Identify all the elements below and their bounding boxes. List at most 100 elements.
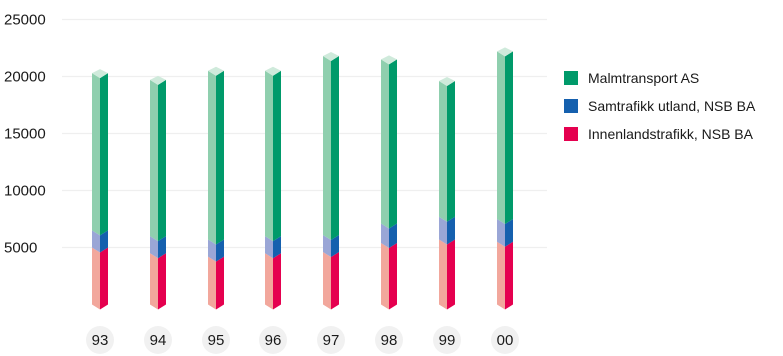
grid <box>62 18 547 249</box>
x-tick-label: 98 <box>381 332 398 349</box>
bar-facet-left <box>208 239 216 262</box>
bar-facet-right <box>389 223 397 248</box>
bar-segment-malmtransport-as <box>208 70 224 245</box>
bar-segment-samtrafikk-utland-nsb-ba <box>497 219 513 247</box>
bar-facet-left <box>439 216 447 245</box>
legend-swatch <box>564 127 578 141</box>
category-bubble <box>144 326 172 354</box>
bar-segment-innenlandstrafikk-nsb-ba <box>381 242 397 310</box>
bar-segment-innenlandstrafikk-nsb-ba <box>92 247 108 310</box>
legend-swatch <box>564 99 578 113</box>
bar-segment-innenlandstrafikk-nsb-ba <box>208 256 224 310</box>
bar-segment-samtrafikk-utland-nsb-ba <box>323 234 339 258</box>
bar-facet-left <box>150 79 158 242</box>
bar-segment-malmtransport-as <box>439 81 455 222</box>
bar-segment-samtrafikk-utland-nsb-ba <box>439 216 455 245</box>
bar-facet-left <box>439 81 447 222</box>
y-tick-label: 15000 <box>4 126 46 143</box>
bar-facet-left <box>92 247 100 310</box>
legend-swatch <box>564 71 578 85</box>
bar-facet-left <box>323 252 331 310</box>
bar-facet-right <box>331 55 339 240</box>
bar-facet-right <box>216 239 224 262</box>
bar-segment-innenlandstrafikk-nsb-ba <box>323 252 339 310</box>
legend-label: Samtrafikk utland, NSB BA <box>588 98 756 114</box>
category-bubble <box>375 326 403 354</box>
bar-segment-malmtransport-as <box>497 51 513 224</box>
y-tick-label: 25000 <box>4 12 46 29</box>
bar-facet-left <box>265 236 273 259</box>
bar-facet-left <box>265 70 273 242</box>
x-category: 93 <box>86 326 114 354</box>
bar-facet-right <box>447 81 455 222</box>
bar-facet-right <box>331 252 339 310</box>
y-tick-label: 20000 <box>4 69 46 86</box>
bar-facet-right <box>158 79 166 242</box>
bar-segment-innenlandstrafikk-nsb-ba <box>150 253 166 310</box>
bar-segment-innenlandstrafikk-nsb-ba <box>265 253 281 310</box>
x-category: 99 <box>433 326 461 354</box>
x-category: 98 <box>375 326 403 354</box>
x-tick-label: 97 <box>323 332 340 349</box>
bar-facet-right <box>216 70 224 245</box>
legend-item: Malmtransport AS <box>564 70 699 86</box>
bar-facet-left <box>208 256 216 310</box>
y-tick-label: 10000 <box>4 183 46 200</box>
x-category: 94 <box>144 326 172 354</box>
bar-top-cap <box>92 69 108 79</box>
bar-facet-left <box>92 230 100 253</box>
bar-facet-right <box>273 253 281 310</box>
bar-segment-malmtransport-as <box>381 59 397 229</box>
bar-segment-malmtransport-as <box>265 70 281 242</box>
bar-facet-right <box>389 59 397 229</box>
bar-facet-right <box>100 230 108 253</box>
x-tick-label: 99 <box>439 332 456 349</box>
bar-facet-right <box>273 236 281 259</box>
x-category: 97 <box>317 326 345 354</box>
bar-facet-right <box>447 216 455 245</box>
category-bubble <box>202 326 230 354</box>
x-axis-categories: 93 94 95 96 97 98 99 00 <box>86 326 519 354</box>
bar-facet-right <box>273 70 281 242</box>
bar-facet-left <box>497 51 505 224</box>
bar-segment-samtrafikk-utland-nsb-ba <box>208 239 224 262</box>
bar-top-cap <box>265 66 281 76</box>
bar-facet-right <box>331 234 339 258</box>
bar-facet-left <box>439 239 447 310</box>
bars <box>92 47 513 310</box>
bar-facet-left <box>323 234 331 258</box>
bar-facet-right <box>216 256 224 310</box>
bar-facet-right <box>505 241 513 310</box>
bar-facet-left <box>150 236 158 259</box>
bar-segment-innenlandstrafikk-nsb-ba <box>497 241 513 310</box>
bar-facet-right <box>100 247 108 310</box>
category-bubble <box>86 326 114 354</box>
legend-label: Malmtransport AS <box>588 70 699 86</box>
x-tick-label: 00 <box>497 332 514 349</box>
x-tick-label: 96 <box>265 332 282 349</box>
x-tick-label: 94 <box>150 332 167 349</box>
bar-segment-samtrafikk-utland-nsb-ba <box>92 230 108 253</box>
bar-facet-right <box>505 219 513 247</box>
category-bubble <box>317 326 345 354</box>
bar-facet-right <box>158 236 166 259</box>
bar-segment-samtrafikk-utland-nsb-ba <box>381 223 397 248</box>
category-bubble <box>259 326 287 354</box>
x-category: 95 <box>202 326 230 354</box>
bar-top-cap <box>150 75 166 85</box>
bar-top-cap <box>497 47 513 57</box>
bar-facet-left <box>497 219 505 247</box>
bar-top-cap <box>208 66 224 76</box>
bar-segment-innenlandstrafikk-nsb-ba <box>439 239 455 310</box>
bar-facet-right <box>505 51 513 224</box>
legend: Malmtransport AS Samtrafikk utland, NSB B… <box>564 70 756 142</box>
bar-top-cap <box>439 77 455 87</box>
x-category: 00 <box>491 326 519 354</box>
bar-top-cap <box>323 51 339 61</box>
legend-item: Samtrafikk utland, NSB BA <box>564 98 756 114</box>
bar-segment-samtrafikk-utland-nsb-ba <box>265 236 281 259</box>
legend-item: Innenlandstrafikk, NSB BA <box>564 126 754 142</box>
bar-facet-left <box>381 223 389 248</box>
bar-segment-samtrafikk-utland-nsb-ba <box>150 236 166 259</box>
